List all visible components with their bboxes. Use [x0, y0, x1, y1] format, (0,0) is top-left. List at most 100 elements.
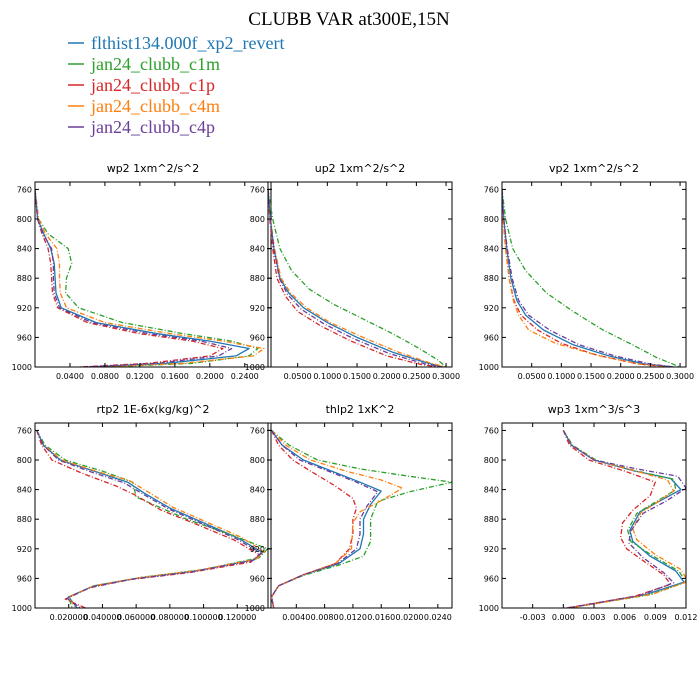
y-tick-label: 960	[17, 574, 32, 583]
series-line	[36, 430, 269, 608]
series-line	[268, 189, 443, 367]
series-line	[270, 430, 379, 608]
series-line	[268, 189, 441, 367]
legend: flthist134.000f_xp2_revertjan24_clubb_c1…	[68, 33, 284, 137]
series-line	[502, 189, 672, 367]
panel-title: wp2 1xm^2/s^2	[107, 162, 200, 175]
x-tick-label: 0.2500	[636, 372, 664, 381]
x-tick-label: 0.060000	[117, 613, 155, 622]
series-line	[35, 189, 224, 367]
panel-frame	[501, 422, 687, 609]
y-tick-label: 840	[17, 486, 32, 495]
legend-label: jan24_clubb_c1p	[90, 75, 215, 95]
y-tick-label: 880	[484, 515, 499, 524]
legend-entry: jan24_clubb_c1m	[68, 54, 220, 74]
panel: vp2 1xm^2/s^2 760 800 840 880 920 960 1000 0.050…	[479, 162, 694, 381]
series-line	[562, 430, 686, 608]
x-tick-label: 0.0160	[367, 613, 395, 622]
y-tick-label: 840	[17, 245, 32, 254]
panel-frame	[34, 181, 272, 368]
x-tick-label: 0.1000	[313, 372, 341, 381]
figure-title: CLUBB VAR at300E,15N	[248, 9, 450, 30]
y-tick-label: 1000	[479, 604, 499, 613]
legend-label: jan24_clubb_c4p	[90, 117, 215, 137]
y-tick-label: 800	[17, 456, 32, 465]
x-tick-label: 0.006	[613, 613, 636, 622]
y-tick-label: 840	[250, 486, 265, 495]
y-tick-label: 960	[250, 333, 265, 342]
x-tick-label: 0.012	[675, 613, 698, 622]
x-tick-label: 0.100000	[184, 613, 222, 622]
y-tick-label: 760	[250, 426, 265, 435]
panels: wp2 1xm^2/s^2 760 800 840 880 920 960 1000 0.040…	[12, 162, 698, 622]
y-tick-label: 960	[484, 333, 499, 342]
x-tick-label: 0.0500	[518, 372, 546, 381]
series-line	[562, 430, 686, 608]
y-tick-label: 880	[17, 274, 32, 283]
y-tick-label: 1000	[479, 363, 499, 372]
series-line	[35, 189, 265, 367]
series-line	[36, 430, 262, 608]
legend-label: flthist134.000f_xp2_revert	[91, 33, 284, 53]
series-line	[562, 430, 685, 608]
panel-frame	[267, 422, 453, 609]
x-tick-label: 0.1000	[547, 372, 575, 381]
panel-frame	[34, 422, 272, 609]
panel-title: thlp2 1xK^2	[326, 403, 395, 416]
panel: wp3 1xm^3/s^3 760 800 840 880 920 960 1000 -0.00…	[479, 403, 698, 622]
panel-title: rtp2 1E-6x(kg/kg)^2	[97, 403, 210, 416]
y-tick-label: 960	[17, 333, 32, 342]
x-tick-label: 0.0200	[396, 613, 424, 622]
y-tick-label: 1000	[12, 363, 32, 372]
y-tick-label: 1000	[245, 363, 265, 372]
series-line	[502, 189, 669, 367]
x-tick-label: 0.020000	[50, 613, 88, 622]
series-line	[502, 189, 681, 367]
x-tick-label: 0.0040	[282, 613, 310, 622]
y-tick-label: 800	[17, 215, 32, 224]
x-tick-label: 0.2000	[373, 372, 401, 381]
y-tick-label: 920	[17, 545, 32, 554]
y-tick-label: 920	[250, 304, 265, 313]
series-line	[35, 189, 259, 367]
series-line	[270, 430, 358, 608]
y-tick-label: 1000	[12, 604, 32, 613]
x-tick-label: -0.003	[520, 613, 546, 622]
panel-title: vp2 1xm^2/s^2	[549, 162, 639, 175]
x-tick-label: 0.000	[552, 613, 575, 622]
series-line	[268, 189, 447, 367]
legend-entry: jan24_clubb_c4m	[68, 96, 220, 116]
x-tick-label: 0.003	[583, 613, 606, 622]
series-line	[268, 189, 444, 367]
x-tick-label: 0.3000	[432, 372, 460, 381]
legend-entry: jan24_clubb_c1p	[68, 75, 215, 95]
panel-title: up2 1xm^2/s^2	[315, 162, 406, 175]
x-tick-label: 0.040000	[83, 613, 121, 622]
panel: rtp2 1E-6x(kg/kg)^2 760 800 840 880 920 960 100…	[12, 403, 272, 622]
y-tick-label: 880	[250, 274, 265, 283]
y-tick-label: 760	[250, 185, 265, 194]
series-line	[35, 189, 233, 367]
x-tick-label: 0.1500	[577, 372, 605, 381]
x-tick-label: 0.120000	[218, 613, 256, 622]
x-tick-label: 0.1600	[161, 372, 189, 381]
series-line	[36, 430, 264, 608]
y-tick-label: 920	[484, 304, 499, 313]
x-tick-label: 0.1200	[126, 372, 154, 381]
y-tick-label: 880	[250, 515, 265, 524]
x-tick-label: 0.0800	[91, 372, 119, 381]
y-tick-label: 760	[484, 185, 499, 194]
x-tick-label: 0.2500	[402, 372, 430, 381]
y-tick-label: 800	[250, 215, 265, 224]
series-line	[36, 430, 265, 608]
y-tick-label: 1000	[245, 604, 265, 613]
legend-entry: flthist134.000f_xp2_revert	[68, 33, 284, 53]
series-line	[562, 430, 672, 608]
x-tick-label: 0.1500	[343, 372, 371, 381]
x-tick-label: 0.009	[644, 613, 667, 622]
y-tick-label: 960	[250, 574, 265, 583]
y-tick-label: 920	[17, 304, 32, 313]
y-tick-label: 840	[484, 245, 499, 254]
x-tick-label: 0.2400	[231, 372, 259, 381]
